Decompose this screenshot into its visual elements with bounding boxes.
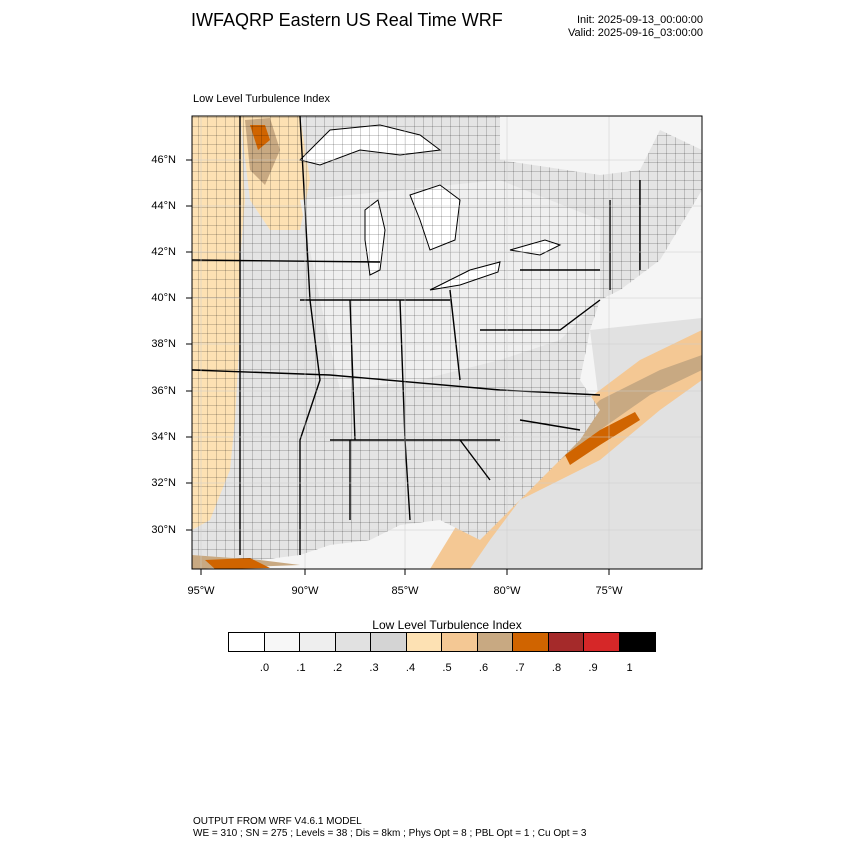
colorbar-label: .1: [296, 662, 306, 674]
colorbar-swatch: [264, 633, 300, 651]
init-valid-times: Init: 2025-09-13_00:00:00 Valid: 2025-09…: [568, 14, 703, 40]
lon-label: 85°W: [391, 585, 419, 597]
state-boundaries: [192, 116, 641, 555]
lon-label: 80°W: [493, 585, 521, 597]
model-info-line1: OUTPUT FROM WRF V4.6.1 MODEL: [193, 816, 362, 827]
axis-ticks: [186, 159, 610, 575]
colorbar-label: .7: [515, 662, 525, 674]
colorbar-label: .8: [551, 662, 562, 674]
gulf-turbulence-core: [205, 558, 270, 569]
model-info: OUTPUT FROM WRF V4.6.1 MODEL WE = 310 ; …: [193, 816, 586, 840]
colorbar-swatch: [229, 633, 265, 651]
lon-label: 75°W: [595, 585, 623, 597]
lat-label: 38°N: [151, 338, 176, 350]
ocean-turbulence-band-high: [530, 355, 702, 480]
colorbar-swatch: [619, 633, 655, 651]
lat-label: 30°N: [151, 524, 176, 536]
lat-label: 42°N: [151, 246, 176, 258]
county-boundaries: [192, 116, 702, 560]
valid-time: Valid: 2025-09-16_03:00:00: [568, 27, 703, 39]
colorbar-swatch: [584, 633, 620, 651]
colorbar-swatch: [513, 633, 549, 651]
plot-title: IWFAQRP Eastern US Real Time WRF: [191, 10, 503, 30]
colorbar-label: .2: [332, 662, 343, 674]
colorbar-swatch: [477, 633, 513, 651]
lat-label: 40°N: [151, 292, 176, 304]
ocean-turbulence-core: [565, 412, 640, 465]
colorbar-swatch: [406, 633, 442, 651]
lat-label: 34°N: [151, 431, 176, 443]
colorbar-swatch: [300, 633, 336, 651]
lat-label: 44°N: [151, 200, 176, 212]
colorbar: [228, 632, 656, 652]
colorbar-label: .6: [478, 662, 489, 674]
model-info-line2: WE = 310 ; SN = 275 ; Levels = 38 ; Dis …: [193, 828, 587, 839]
panel-title: Low Level Turbulence Index: [193, 93, 330, 105]
colorbar-label: .0: [259, 662, 270, 674]
lat-label: 46°N: [151, 154, 176, 166]
colorbar-swatch: [548, 633, 584, 651]
lat-label: 32°N: [151, 477, 176, 489]
colorbar-label: 1: [626, 662, 633, 674]
colorbar-label: .9: [588, 662, 598, 674]
colorbar-swatch: [335, 633, 371, 651]
lon-label: 95°W: [187, 585, 215, 597]
init-time: Init: 2025-09-13_00:00:00: [577, 14, 703, 26]
graticule: [192, 116, 702, 569]
colorbar-label: .4: [405, 662, 416, 674]
colorbar-label: .3: [369, 662, 379, 674]
lat-label: 36°N: [151, 385, 176, 397]
lon-label: 90°W: [291, 585, 319, 597]
colorbar-label: .5: [442, 662, 452, 674]
colorbar-title: Low Level Turbulence Index: [372, 618, 522, 632]
colorbar-swatch: [442, 633, 478, 651]
colorbar-swatch: [371, 633, 407, 651]
map-frame: [191, 115, 703, 570]
